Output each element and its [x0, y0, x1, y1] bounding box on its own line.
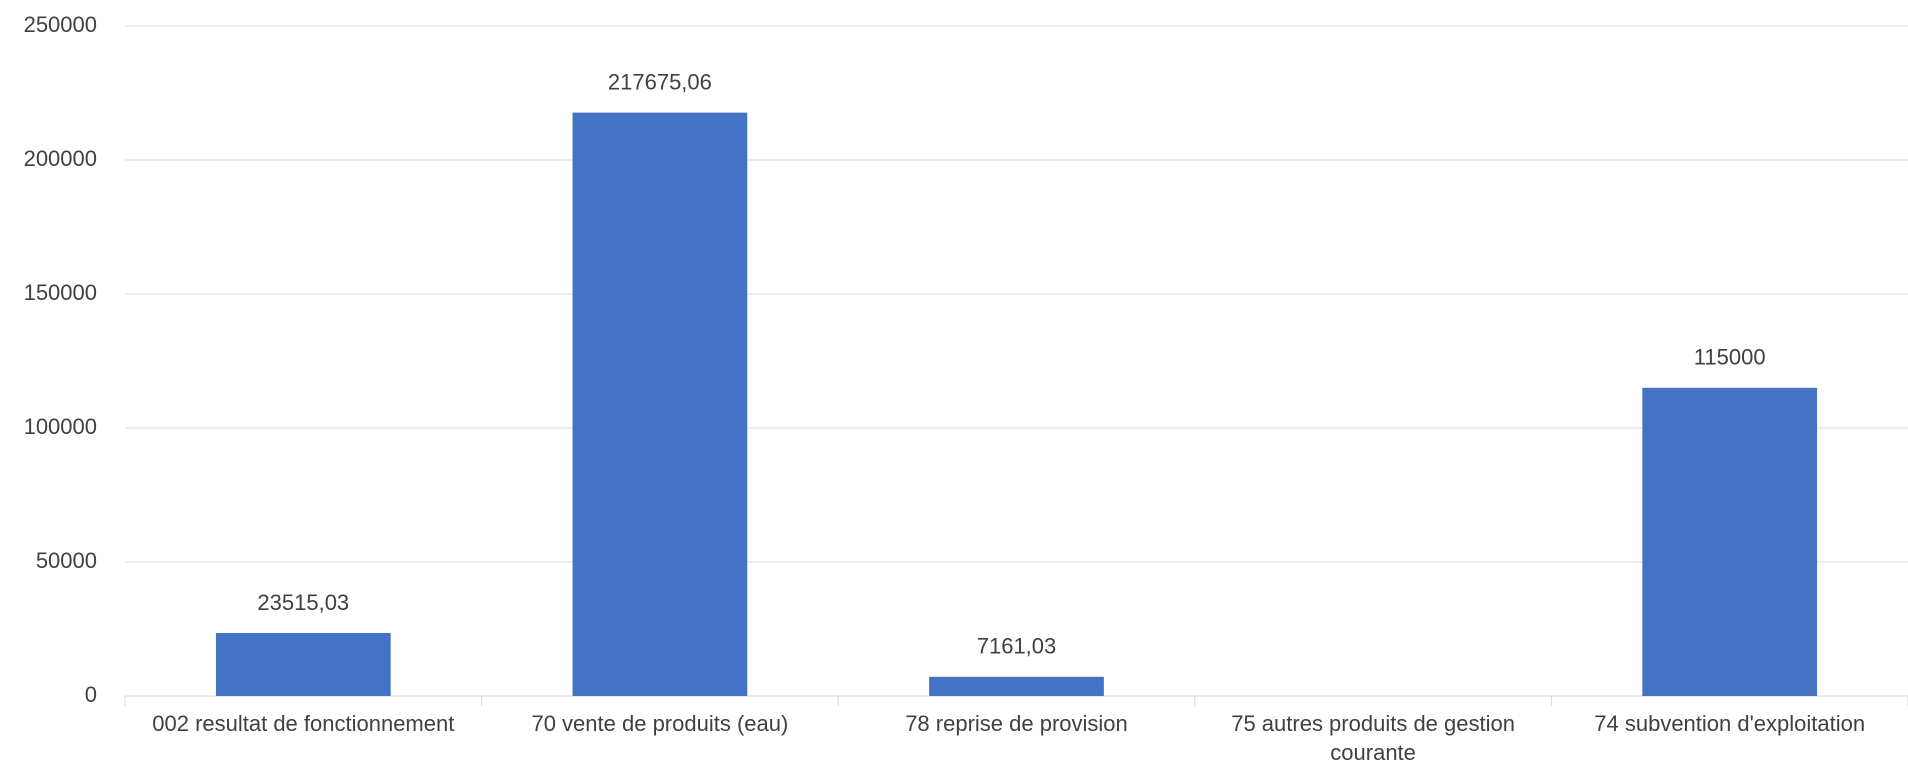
y-tick-label: 0 [85, 682, 97, 707]
y-tick-label: 250000 [24, 12, 97, 37]
y-tick-label: 200000 [24, 146, 97, 171]
x-tick-label: 70 vente de produits (eau) [531, 711, 789, 736]
bar [215, 632, 391, 696]
bar [929, 676, 1104, 696]
x-tick-label: 002 resultat de fonctionnement [152, 711, 455, 736]
bar [1642, 387, 1818, 696]
data-label: 23515,03 [257, 590, 349, 615]
data-label: 7161,03 [977, 634, 1057, 659]
data-label: 115000 [1694, 345, 1766, 370]
y-tick-label: 100000 [24, 414, 97, 439]
y-tick-label: 50000 [36, 548, 97, 573]
data-label: 217675,06 [608, 69, 712, 94]
x-tick-label: 74 subvention d'exploitation [1594, 711, 1866, 736]
bar [572, 112, 748, 696]
x-tick-label: 78 reprise de provision [905, 711, 1128, 736]
y-tick-label: 150000 [24, 280, 97, 305]
x-tick-label: 75 autres produits de gestion courante [1231, 711, 1515, 765]
